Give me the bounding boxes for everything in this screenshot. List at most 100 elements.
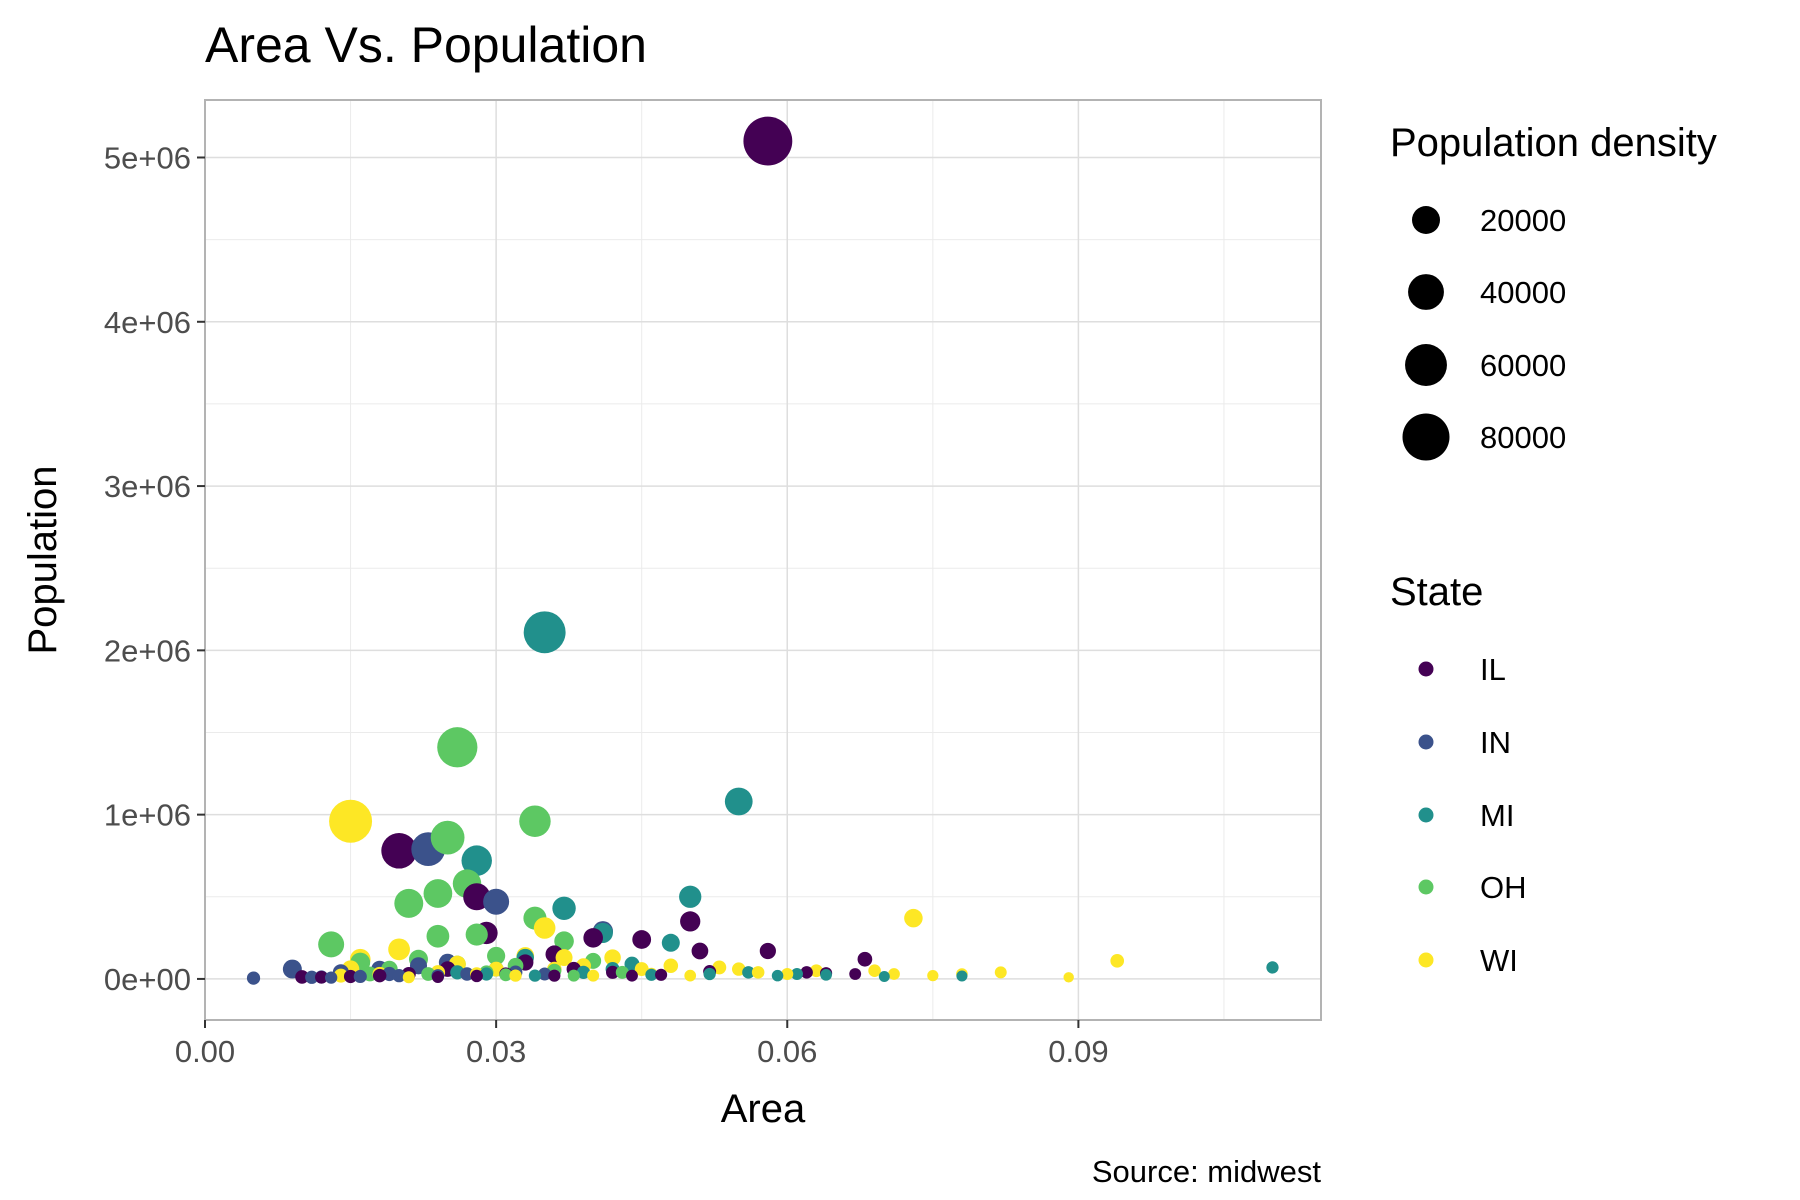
y-tick-label: 1e+06 xyxy=(104,798,191,833)
x-axis: 0.00 0.03 0.06 0.09 xyxy=(175,1020,1109,1069)
data-point-wi xyxy=(388,938,410,961)
color-legend-label: MI xyxy=(1480,798,1514,833)
data-point-wi xyxy=(533,917,556,939)
data-point-wi xyxy=(781,967,794,981)
y-axis-title: Population xyxy=(21,465,65,654)
data-point-mi xyxy=(703,967,716,981)
color-legend-key xyxy=(1418,952,1434,968)
data-point-wi xyxy=(604,949,621,966)
data-point-oh xyxy=(423,879,453,908)
data-point-oh xyxy=(465,923,488,946)
x-tick-label: 0.06 xyxy=(757,1034,817,1069)
x-tick-label: 0.09 xyxy=(1048,1034,1108,1069)
y-tick-label: 0e+00 xyxy=(104,962,191,997)
y-tick-label: 3e+06 xyxy=(104,469,191,504)
minor-gridlines xyxy=(205,100,1321,1020)
data-point-wi xyxy=(751,966,765,979)
chart-title: Area Vs. Population xyxy=(205,17,647,73)
data-point-il xyxy=(680,911,701,932)
data-point-mi xyxy=(528,969,542,982)
y-axis: 0e+00 1e+06 2e+06 3e+06 4e+06 5e+06 xyxy=(104,141,205,997)
size-legend-key xyxy=(1408,274,1444,310)
data-point-in xyxy=(460,967,474,981)
panel-border xyxy=(204,99,1322,1021)
data-point-mi xyxy=(956,970,968,982)
color-legend-label: WI xyxy=(1480,943,1518,978)
data-point-il xyxy=(431,970,444,983)
y-tick-label: 4e+06 xyxy=(104,305,191,340)
data-point-in xyxy=(305,970,319,984)
data-point-wi xyxy=(402,971,415,984)
data-point-il xyxy=(759,942,776,960)
data-point-wi xyxy=(555,949,573,967)
data-point-mi xyxy=(820,968,832,981)
data-point-il xyxy=(743,116,793,166)
color-legend-label: OH xyxy=(1480,870,1527,905)
data-point-wi xyxy=(927,970,939,982)
data-point-mi xyxy=(742,966,755,979)
size-legend: Population density 20000 40000 60000 80000 xyxy=(1390,121,1717,461)
data-point-il xyxy=(857,951,873,967)
data-point-il xyxy=(800,966,813,979)
data-point-wi xyxy=(904,908,923,928)
y-tick-label: 2e+06 xyxy=(104,633,191,668)
data-point-oh xyxy=(554,931,574,951)
color-legend-items: IL IN MI OH WI xyxy=(1418,652,1527,978)
data-point-in xyxy=(483,888,510,915)
data-point-il xyxy=(583,928,603,948)
data-point-wi xyxy=(1110,954,1125,968)
size-legend-key xyxy=(1405,344,1447,386)
color-legend-title: State xyxy=(1390,570,1483,614)
data-point-in xyxy=(538,967,552,981)
data-point-wi xyxy=(634,962,649,976)
data-point-mi xyxy=(645,968,658,981)
data-point-mi xyxy=(661,933,680,952)
data-point-wi xyxy=(809,964,823,978)
data-point-il xyxy=(626,969,638,982)
color-legend-key xyxy=(1418,879,1434,895)
data-point-il xyxy=(548,969,561,982)
color-legend-key xyxy=(1418,661,1434,677)
data-point-wi xyxy=(509,969,522,982)
data-points xyxy=(246,116,1279,985)
data-point-mi xyxy=(771,969,784,982)
data-point-mi xyxy=(479,967,494,981)
plot-panel xyxy=(204,99,1322,1021)
data-point-wi xyxy=(329,799,373,843)
size-legend-title: Population density xyxy=(1390,121,1717,165)
data-point-il xyxy=(372,968,387,983)
data-point-mi xyxy=(461,845,492,876)
data-point-mi xyxy=(576,965,591,979)
data-point-il xyxy=(343,969,358,984)
data-point-il xyxy=(315,970,328,984)
data-point-wi xyxy=(868,964,881,977)
data-point-mi xyxy=(724,787,753,816)
data-point-oh xyxy=(437,727,478,768)
data-point-wi xyxy=(732,962,746,976)
data-point-mi xyxy=(878,970,890,982)
data-point-mi xyxy=(523,611,566,654)
data-point-wi xyxy=(684,969,697,982)
size-legend-key xyxy=(1402,413,1450,461)
chart-caption: Source: midwest xyxy=(1092,1154,1322,1189)
x-axis-title: Area xyxy=(721,1087,806,1131)
size-legend-label: 40000 xyxy=(1480,275,1566,310)
color-legend-label: IN xyxy=(1480,725,1511,760)
size-legend-items: 20000 40000 60000 80000 xyxy=(1402,203,1566,461)
data-point-il xyxy=(691,942,709,960)
size-legend-key xyxy=(1412,206,1440,234)
data-point-il xyxy=(381,833,417,869)
data-point-wi xyxy=(663,958,679,974)
data-point-oh xyxy=(430,820,465,855)
color-legend: State IL IN MI OH WI xyxy=(1390,570,1527,978)
data-point-oh xyxy=(519,805,551,837)
color-legend-key xyxy=(1418,734,1434,750)
data-point-mi xyxy=(1266,961,1279,974)
data-point-in xyxy=(353,969,367,984)
data-point-il xyxy=(295,970,309,984)
data-point-oh xyxy=(499,968,513,982)
data-point-oh xyxy=(394,888,424,918)
data-point-mi xyxy=(552,896,576,920)
